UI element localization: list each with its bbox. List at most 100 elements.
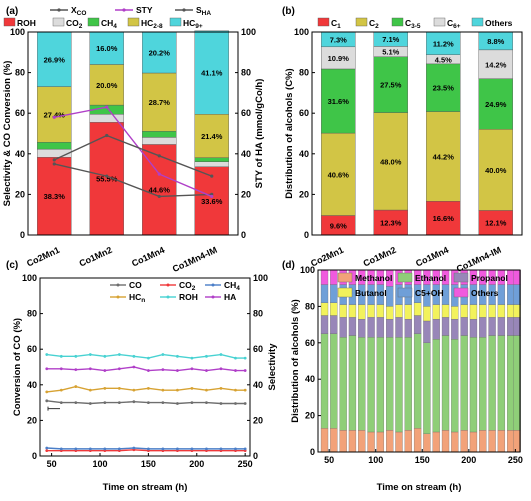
x-tick-label: 250 [508,455,523,465]
point-ROH [161,353,165,356]
y-axis-label: Conversion of CO (%) [12,318,23,416]
bar-segment-Butanol [395,304,403,318]
panel-c: (c) 0 20 40 60 80 100 0 20 40 60 80 100 50 100 150 200 25… [6,260,278,493]
point-ROH [243,356,247,360]
x-axis-label: Time on stream (h) [377,482,462,493]
point-ROH [74,354,78,358]
point-CH4 [88,447,92,451]
bar-segment-Methanol [479,430,487,453]
x-tick-label: 200 [189,459,204,469]
bar-segment-Ethanol [330,333,338,429]
point-ROH [117,353,121,356]
bar-segment-Ethanol [441,335,450,431]
point-HA [219,367,223,371]
bar-segment-Propanol [479,317,487,338]
x-tick-label: 50 [324,455,334,465]
bar-segment-Ethanol [497,335,506,431]
bar-label: 11.2% [433,39,454,48]
y2-tick-label: 0 [241,230,246,240]
legend-label-CO: CO [129,280,142,290]
point-CH4 [205,447,208,451]
bar-segment-CH4 [37,142,72,150]
point-HA [88,367,92,371]
point-CO [234,402,237,405]
y-tick-label: 40 [305,374,315,384]
plot-frame [39,277,251,457]
point-CH4 [59,447,63,451]
point-HA [146,369,150,372]
point-CO [45,399,49,403]
point-XCO [157,194,161,199]
bar-segment-Propanol [348,317,357,336]
panel-label-b: (b) [282,6,295,17]
point-HA [243,369,247,372]
bar-segment-Methanol [432,431,440,453]
point-STY [157,172,161,176]
point-ROH [103,354,107,358]
point-HCn [190,386,194,390]
legend-swatch-HC9+ [169,17,182,27]
bar-segment-Ethanol [460,335,468,431]
legend-label-HC2-8: HC2-8 [141,18,163,30]
bar-segment-Methanol [413,428,422,453]
bar-segment-Butanol [497,304,506,318]
legend-marker-STY [122,8,126,12]
bar-segment-Propanol [330,315,338,334]
bar-segment-Butanol [339,304,347,318]
bar-segment-CO2 [142,137,177,145]
bar-label: 38.3% [44,192,66,201]
y-axis-label: Selectivity & CO Conversion (%) [2,61,13,207]
legend-label-C3-5: C3-5 [405,18,421,30]
point-HA [45,367,49,371]
y2-tick-label: 80 [253,309,263,319]
bar-segment-Butanol [330,302,338,316]
bar-segment-Methanol [488,430,496,453]
bar-label: 40.6% [328,170,350,179]
y-tick-label: 60 [15,108,25,118]
y-axis-label: Distribution of alcohols (%) [290,299,301,423]
legend-swatch-CH4 [87,17,100,27]
bar-segment-Methanol [460,430,468,453]
y-tick-label: 100 [10,27,25,37]
bar-segment-Butanol [507,304,515,318]
point-HCn [234,388,237,392]
point-CH4 [103,447,107,451]
bar-segment-ROH [37,157,72,236]
bar-segment-Ethanol [320,333,329,429]
bar-segment-Propanol [367,317,375,338]
bar-label: 48.0% [380,157,402,166]
y-tick-label: 60 [27,344,37,354]
y2-tick-label: 40 [253,380,263,390]
bar-segment-C2 [426,111,461,202]
legend-swatch-Methanol [337,272,353,283]
bar-segment-Butanol [386,306,394,320]
bar-segment-Methanol [497,430,506,453]
point-CH4 [190,447,194,451]
point-CO [117,401,121,404]
bar-segment-Methanol [507,430,515,453]
legend-marker-CO [116,283,120,287]
y2-tick-label: 60 [253,344,263,354]
point-ROH [190,356,194,360]
point-ROH [234,356,237,360]
point-ROH [219,353,223,356]
bar-segment-C3-5 [373,56,408,113]
axis-arrow-icon [47,406,60,411]
x-tick-label: 150 [415,455,430,465]
y-tick-label: 100 [294,27,309,37]
panel-label-c: (c) [6,260,18,271]
bar-label: 14.2% [485,60,507,69]
y-tick-label: 80 [305,301,315,311]
plot-frame [311,31,523,236]
legend-label-Others: Others [471,288,499,298]
point-HCn [243,388,247,392]
bar-segment-Ethanol [488,335,496,431]
panel-a: (a) 38.3% 27.4% 26.9% Co2Mn1 55.5% 20.0% 16.0% C… [2,5,265,274]
bar-segment-Propanol [432,318,440,340]
bar-label: 16.6% [433,214,455,223]
bar-segment-HC9+ [89,31,124,65]
legend-marker-CO2 [166,283,170,287]
bar-segment-Ethanol [404,337,412,431]
legend-marker-HCn [116,295,120,299]
bar-segment-Butanol [358,304,366,320]
